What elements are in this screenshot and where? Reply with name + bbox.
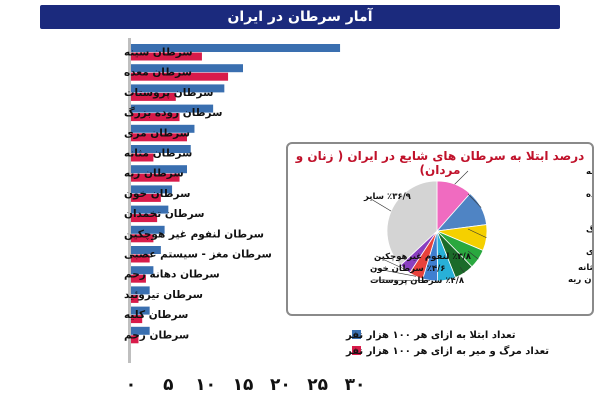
bar-mortality (131, 133, 187, 142)
bar-mortality (131, 274, 146, 283)
bar-incidence (131, 124, 195, 133)
legend-label: تعداد ابتلا به ازای هر ۱۰۰ هزار نفر (345, 330, 516, 341)
category-label: سرطان مغز - سیستم عصبی (124, 249, 272, 261)
pie-panel: درصد ابتلا به سرطان های شایع در ایران ( … (286, 142, 594, 316)
category-label: سرطان روده بزرگ (124, 106, 222, 119)
category-label: سرطان مثانه (124, 148, 192, 160)
bar-mortality (131, 234, 154, 243)
bar-incidence (131, 326, 150, 335)
category-label: سرطان لنفوم غیر هوچکین (124, 228, 264, 240)
bar-incidence (131, 266, 154, 275)
bar-mortality (131, 72, 229, 81)
pie-slice (386, 180, 438, 266)
bar-incidence (131, 104, 214, 113)
title-bar: آمار سرطان در ایران (40, 5, 560, 29)
category-label: سرطان ریه (124, 168, 184, 180)
pie-slice-label: ٪۶/۳ سرطان مثانه (578, 263, 592, 273)
x-tick-label: ۵ (163, 375, 173, 395)
pie-leader-line (371, 267, 417, 277)
bar-mortality (131, 113, 180, 122)
bar-incidence (131, 165, 187, 174)
bar-mortality (131, 153, 154, 162)
pie-slice-label: ٪۳۶/۹ سایر (363, 192, 412, 202)
legend-swatch (352, 330, 361, 339)
bar-mortality (131, 254, 150, 263)
bar-mortality (131, 92, 176, 101)
bar-incidence (131, 205, 169, 214)
axis-line (128, 38, 131, 363)
chart-title: آمار سرطان در ایران (227, 9, 373, 25)
bar-incidence (131, 44, 341, 52)
category-label: سرطان خون (124, 188, 190, 200)
x-tick-label: ۲۵ (307, 375, 328, 395)
bar-incidence (131, 145, 191, 153)
x-tick-label: ۲۰ (270, 375, 291, 395)
bar-incidence (131, 185, 173, 194)
pie-leader-line (454, 170, 469, 185)
category-label: سرطان سینه (124, 47, 193, 59)
pie-slice-label: ٪۳/۸ لنفوم غیرهوچکین (374, 252, 472, 262)
pie-leader-line (467, 250, 479, 260)
pie-slice-label: ٪۴/۸ سرطان پروستات (370, 276, 465, 286)
bar-incidence (131, 225, 165, 234)
legend-swatch (352, 346, 361, 355)
category-label: سرطان تخمدان (124, 208, 204, 220)
pie-leader-line (375, 255, 405, 270)
x-tick-label: ۱۰ (195, 375, 216, 395)
bar-mortality (131, 173, 180, 182)
pie-slice-label: ٪۴/۶ سرطان خون (370, 264, 445, 274)
category-label: سرطان کلیه (124, 309, 188, 321)
bar-mortality (131, 214, 158, 223)
bar-incidence (131, 246, 161, 254)
category-label: سرطان معده (124, 67, 192, 79)
category-label: سرطان تیروئید (124, 289, 203, 301)
bar-mortality (131, 294, 139, 303)
pie-leader-line (467, 228, 487, 239)
pie-leader-line (365, 195, 392, 212)
pie-leader-line (459, 266, 465, 274)
pie-title: درصد ابتلا به سرطان های شایع در ایران ( … (295, 149, 585, 177)
bar-mortality (131, 315, 143, 324)
pie-leader-line (446, 278, 451, 281)
pie-slice-label: ٪۱۱/۴ سرطان معده (586, 190, 592, 200)
pie-slice-label: ٪۶/۳ سرطان مری (586, 247, 592, 257)
x-tick-label: ۰ (126, 375, 136, 395)
x-tick-label: ۱۵ (233, 375, 254, 395)
bar-incidence (131, 286, 150, 295)
category-label: سرطان دهانه رحم (124, 269, 220, 281)
pie-leader-line (467, 193, 482, 208)
bar-mortality (131, 52, 202, 61)
pie-chart: ٪۱۱/۵ سرطان سینه ٪۱۱/۴ سرطان معده ٪۸/۴ سرط… (363, 167, 592, 286)
bar-incidence (131, 84, 225, 93)
pie-slice-label: ٪۸/۴ سرطان روده بزرگ (586, 224, 592, 235)
category-label: سرطان پروستات (124, 87, 213, 99)
x-tick-label: ۳۰ (345, 375, 366, 395)
bar-incidence (131, 306, 150, 315)
category-label: سرطان مری (124, 127, 190, 139)
bar-mortality (131, 335, 139, 344)
pie-slice-label: ٪۱۱/۵ سرطان سینه (586, 167, 592, 177)
bar-incidence (131, 64, 243, 73)
bar-mortality (131, 193, 161, 202)
pie-leader-line (371, 279, 431, 281)
legend-label: تعداد مرگ و میر به ازای هر ۱۰۰ هزار نفر (345, 344, 549, 357)
pie-slice-label: ٪۵/۸ سرطان ریه (568, 275, 592, 285)
category-label: سرطان رحم (124, 329, 189, 341)
